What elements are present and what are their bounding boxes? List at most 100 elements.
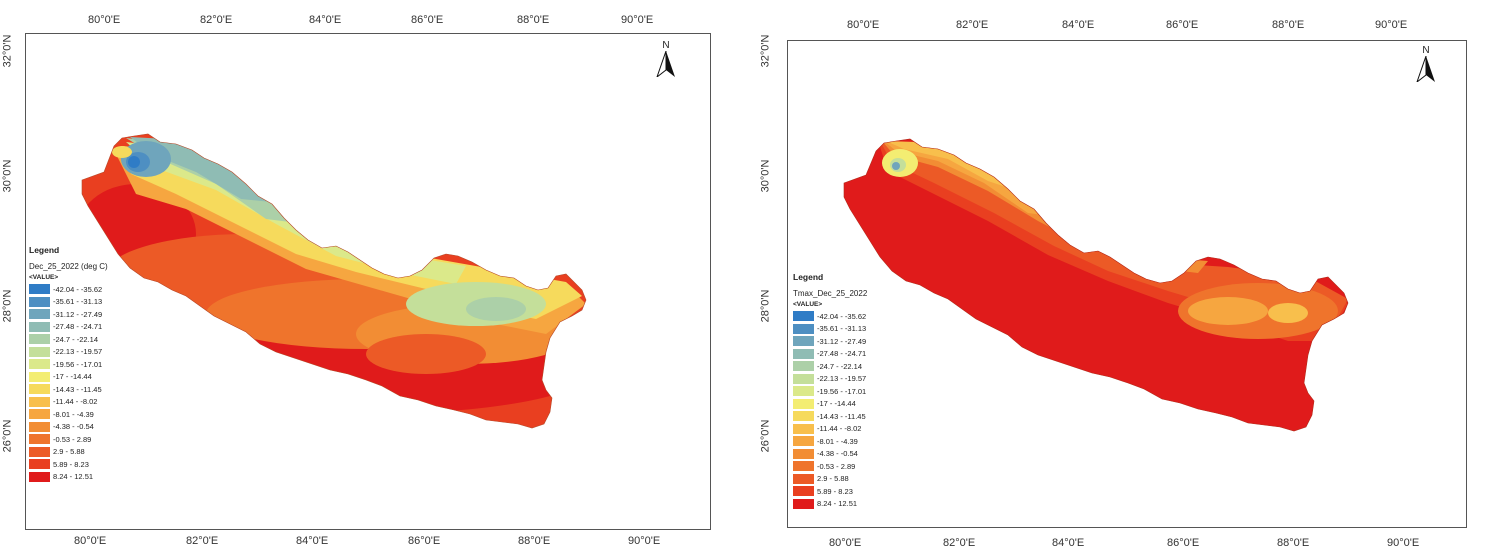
country-boundary: [81, 133, 587, 429]
lat-tick-left: 26°0'N: [1, 419, 14, 453]
legend-item-label: 8.24 - 12.51: [53, 472, 94, 481]
lat-tick-left: 30°0'N: [759, 159, 772, 193]
map-frame: N Legend Dec_25_2022 (deg C) <VALUE> -42…: [25, 33, 711, 530]
lat-tick-left: 28°0'N: [759, 289, 772, 323]
legend-item: -11.44 - -8.02: [29, 396, 108, 409]
legend-swatch: [793, 436, 814, 447]
legend-item-label: -19.56 - -17.01: [817, 386, 867, 396]
map-frame: N Legend Tmax_Dec_25_2022 <VALUE> -42.04…: [787, 40, 1467, 528]
legend-item-label: -8.01 - -4.39: [817, 436, 858, 446]
legend-item: 5.89 - 8.23: [29, 458, 108, 471]
nepal-temperature-map: [81, 133, 587, 429]
legend-item: -27.48 - -24.71: [793, 348, 867, 361]
lon-tick-bottom: 86°0'E: [408, 535, 441, 547]
legend-item: -19.56 - -17.01: [793, 385, 867, 398]
legend-item: -14.43 - -11.45: [793, 410, 867, 423]
lon-tick-bottom: 80°0'E: [829, 537, 862, 549]
legend-item: -22.13 - -19.57: [29, 346, 108, 359]
legend-rows: -42.04 - -35.62 -35.61 - -31.13 -31.12 - -…: [29, 283, 108, 483]
lat-tick-left: 32°0'N: [1, 34, 14, 68]
legend-item-label: -35.61 - -31.13: [53, 297, 103, 306]
north-arrow-icon: [1415, 55, 1435, 84]
legend-item: -8.01 - -4.39: [793, 435, 867, 448]
legend-item-label: -42.04 - -35.62: [53, 284, 103, 294]
legend-item: -17 - -14.44: [29, 371, 108, 384]
lon-tick-top: 86°0'E: [1166, 19, 1199, 31]
legend-item-label: -24.7 - -22.14: [53, 334, 99, 344]
map-panel-dec-25-2022: 80°0'E 82°0'E 84°0'E 86°0'E 88°0'E 90°0'…: [0, 0, 740, 560]
legend-item: -19.56 - -17.01: [29, 358, 108, 371]
legend-item: -0.53 - 2.89: [29, 433, 108, 446]
legend-item-label: -27.48 - -24.71: [817, 349, 867, 358]
legend-rows: -42.04 - -35.62 -35.61 - -31.13 -31.12 - -…: [793, 310, 867, 510]
legend-swatch: [29, 346, 50, 357]
legend-swatch: [793, 323, 814, 334]
legend-swatch: [29, 296, 50, 307]
legend-swatch: [793, 423, 814, 434]
lon-tick-top: 82°0'E: [200, 14, 233, 26]
legend-item: -27.48 - -24.71: [29, 321, 108, 334]
legend-item-label: -22.13 - -19.57: [817, 374, 867, 383]
legend-swatch: [29, 309, 50, 320]
legend-item-label: 5.89 - 8.23: [53, 459, 89, 469]
lon-tick-bottom: 82°0'E: [186, 535, 219, 547]
legend-item: -4.38 - -0.54: [793, 448, 867, 461]
legend-swatch: [29, 334, 50, 345]
legend-item: -31.12 - -27.49: [29, 308, 108, 321]
lon-tick-bottom: 88°0'E: [1277, 537, 1310, 549]
legend-item-label: 2.9 - 5.88: [817, 474, 849, 483]
lat-tick-left: 30°0'N: [1, 159, 14, 193]
legend-swatch: [29, 471, 50, 482]
legend-swatch: [793, 448, 814, 459]
legend-item-label: -11.44 - -8.02: [817, 424, 862, 433]
lon-tick-top: 80°0'E: [88, 14, 121, 26]
legend-item: -35.61 - -31.13: [29, 296, 108, 309]
legend: Legend Tmax_Dec_25_2022 <VALUE> -42.04 -…: [793, 273, 867, 510]
lat-tick-left: 32°0'N: [759, 34, 772, 68]
legend-item: -24.7 - -22.14: [793, 360, 867, 373]
lon-tick-top: 84°0'E: [309, 14, 342, 26]
legend: Legend Dec_25_2022 (deg C) <VALUE> -42.0…: [29, 246, 108, 483]
map-panel-tmax-dec-25-2022: 80°0'E 82°0'E 84°0'E 86°0'E 88°0'E 90°0'…: [757, 0, 1487, 560]
legend-item: -14.43 - -11.45: [29, 383, 108, 396]
legend-value-label: <VALUE>: [29, 273, 59, 281]
legend-swatch: [29, 321, 50, 332]
legend-swatch: [793, 486, 814, 497]
country-boundary: [843, 138, 1349, 432]
legend-item-label: -27.48 - -24.71: [53, 322, 103, 331]
lon-tick-top: 88°0'E: [1272, 19, 1305, 31]
lon-tick-bottom: 80°0'E: [74, 535, 107, 547]
legend-item: 2.9 - 5.88: [29, 446, 108, 459]
legend-swatch: [793, 373, 814, 384]
legend-item: -11.44 - -8.02: [793, 423, 867, 436]
legend-item: 8.24 - 12.51: [29, 471, 108, 484]
temperature-surface: [844, 139, 1348, 431]
legend-swatch: [29, 384, 50, 395]
north-arrow: N: [655, 40, 676, 82]
legend-item-label: -14.43 - -11.45: [53, 384, 102, 394]
legend-swatch: [793, 386, 814, 397]
legend-item-label: -0.53 - 2.89: [53, 434, 92, 444]
lat-tick-left: 28°0'N: [1, 289, 14, 323]
north-arrow: N: [1415, 45, 1436, 87]
legend-value-label: <VALUE>: [793, 300, 823, 308]
legend-item-label: -42.04 - -35.62: [817, 311, 867, 321]
lon-tick-top: 88°0'E: [517, 14, 550, 26]
legend-item: -31.12 - -27.49: [793, 335, 867, 348]
lon-tick-top: 90°0'E: [621, 14, 654, 26]
legend-item-label: -31.12 - -27.49: [53, 309, 103, 319]
legend-swatch: [29, 359, 50, 370]
lon-tick-bottom: 90°0'E: [1387, 537, 1420, 549]
legend-swatch: [793, 336, 814, 347]
legend-swatch: [29, 396, 50, 407]
legend-item: -17 - -14.44: [793, 398, 867, 411]
legend-swatch: [793, 398, 814, 409]
legend-item: 8.24 - 12.51: [793, 498, 867, 511]
legend-item: -35.61 - -31.13: [793, 323, 867, 336]
legend-item-label: -35.61 - -31.13: [817, 324, 867, 333]
legend-item: -42.04 - -35.62: [29, 283, 108, 296]
legend-item: -24.7 - -22.14: [29, 333, 108, 346]
lon-tick-top: 90°0'E: [1375, 19, 1408, 31]
lon-tick-bottom: 90°0'E: [628, 535, 661, 547]
legend-item: -42.04 - -35.62: [793, 310, 867, 323]
